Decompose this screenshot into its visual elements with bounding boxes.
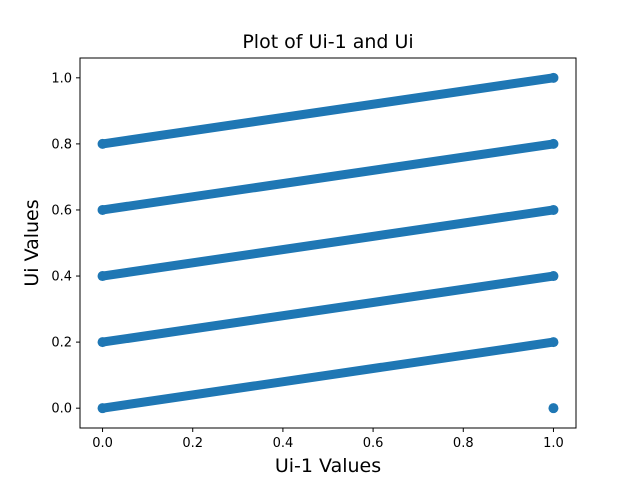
y-tick-label: 1.0 bbox=[51, 71, 72, 86]
point-band bbox=[98, 73, 558, 149]
y-axis-label: Ui Values bbox=[21, 199, 43, 286]
scatter-point bbox=[548, 72, 559, 83]
x-tick-label: 0.0 bbox=[92, 436, 113, 451]
scatter-point bbox=[97, 204, 108, 215]
point-band bbox=[98, 271, 558, 347]
scatter-point bbox=[97, 271, 108, 282]
scatter-point bbox=[97, 337, 108, 348]
data-layer bbox=[97, 72, 559, 414]
point-series-2 bbox=[97, 271, 559, 348]
x-tick-label: 0.4 bbox=[273, 436, 294, 451]
point-series-3 bbox=[97, 204, 559, 282]
scatter-point bbox=[548, 403, 559, 414]
point-band bbox=[98, 205, 558, 281]
point-band bbox=[98, 139, 558, 215]
y-tick-label: 0.0 bbox=[51, 402, 72, 417]
y-tick-label: 0.4 bbox=[51, 270, 72, 285]
x-tick-label: 0.6 bbox=[363, 436, 384, 451]
x-tick-label: 1.0 bbox=[543, 436, 564, 451]
plot-frame bbox=[79, 57, 577, 429]
x-tick-label: 0.2 bbox=[182, 436, 203, 451]
scatter-point bbox=[97, 138, 108, 149]
point-series-5 bbox=[97, 72, 559, 149]
x-axis-label: Ui-1 Values bbox=[275, 455, 381, 477]
point-series-4 bbox=[97, 138, 559, 215]
scatter-point bbox=[548, 138, 559, 149]
y-tick-label: 0.8 bbox=[51, 137, 72, 152]
scatter-point bbox=[548, 271, 559, 282]
scatter-point bbox=[548, 204, 559, 215]
y-axis-ticks: 0.0 0.2 0.4 0.6 0.8 1.0 bbox=[51, 71, 80, 417]
chart-title: Plot of Ui-1 and Ui bbox=[242, 31, 413, 53]
point-band bbox=[98, 337, 558, 413]
x-tick-label: 0.8 bbox=[453, 436, 474, 451]
x-axis-ticks: 0.0 0.2 0.4 0.6 0.8 1.0 bbox=[92, 428, 564, 451]
y-tick-label: 0.2 bbox=[51, 336, 72, 351]
y-tick-label: 0.6 bbox=[51, 203, 72, 218]
scatter-point bbox=[97, 403, 108, 414]
scatter-point bbox=[548, 337, 559, 348]
point-series-1 bbox=[97, 337, 559, 414]
